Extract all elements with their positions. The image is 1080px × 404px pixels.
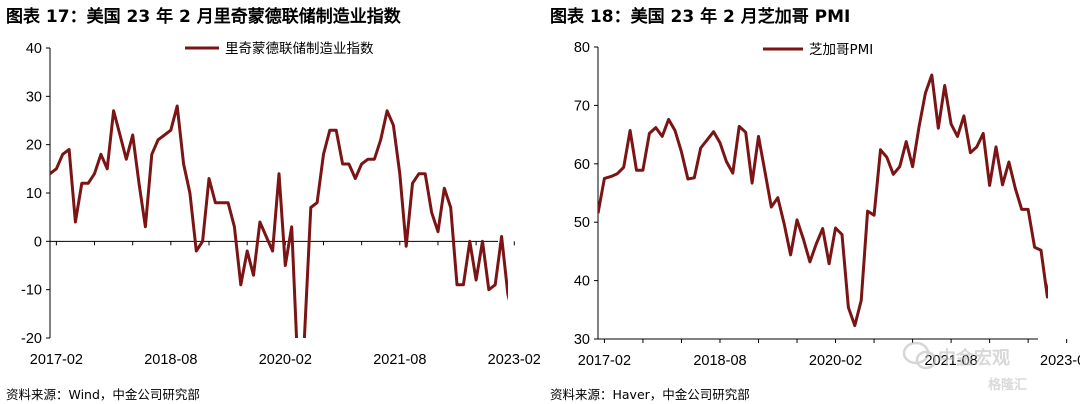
right-y-tick-label: 60 xyxy=(574,157,590,173)
left-y-tick-label: -20 xyxy=(21,331,42,347)
right-series-line xyxy=(598,73,1048,328)
right-y-tick-label: 40 xyxy=(574,274,590,290)
left-y-tick-label: 10 xyxy=(26,186,42,202)
left-y-tick-label: -10 xyxy=(21,283,42,299)
left-legend-label: 里奇蒙德联储制造业指数 xyxy=(225,40,374,57)
right-x-tick-label: 2018-08 xyxy=(693,353,746,369)
right-x-tick-label: 2021-08 xyxy=(924,353,977,369)
left-x-tick-label: 2021-08 xyxy=(373,352,426,368)
right-y-tick-label: 80 xyxy=(574,40,590,56)
watermark-text: 中金宏观 xyxy=(938,348,1010,369)
left-series-line xyxy=(50,104,508,338)
watermark-subtext: 格隆汇 xyxy=(988,378,1028,393)
left-y-tick-label: 30 xyxy=(26,89,42,105)
left-y-tick-label: 0 xyxy=(34,234,42,250)
right-x-tick-label: 2023-02 xyxy=(1040,353,1080,369)
left-x-tick-label: 2023-02 xyxy=(488,352,541,368)
right-legend-label: 芝加哥PMI xyxy=(809,42,873,58)
left-line-chart: 40 30 20 10 0 -10 -20 2017-02 2018-08 2020-02 2021… xyxy=(21,40,541,368)
right-y-tick-label: 50 xyxy=(574,215,590,231)
right-y-tick-label: 70 xyxy=(574,98,590,114)
right-x-tick-label: 2020-02 xyxy=(809,353,862,369)
watermark-logo: 中金宏观 格隆汇 xyxy=(900,330,1070,400)
right-y-tick-label: 30 xyxy=(574,332,590,348)
left-x-tick-label: 2017-02 xyxy=(30,352,83,368)
right-line-chart: 80 70 60 50 40 30 2017-02 2018-08 2020-02 2021-08… xyxy=(574,40,1080,369)
right-chart-source: 资料来源：Haver，中金公司研究部 xyxy=(550,387,750,402)
wechat-icon xyxy=(902,341,937,370)
left-chart-title: 图表 17：美国 23 年 2 月里奇蒙德联储制造业指数 xyxy=(6,7,401,27)
left-x-tick-label: 2020-02 xyxy=(259,352,312,368)
right-chart-panel: 图表 18：美国 23 年 2 月芝加哥 PMI 80 70 60 50 40 30 201… xyxy=(544,0,1080,404)
left-x-tick-label: 2018-08 xyxy=(144,352,197,368)
left-chart-source: 资料来源：Wind，中金公司研究部 xyxy=(6,387,200,402)
right-chart-title: 图表 18：美国 23 年 2 月芝加哥 PMI xyxy=(550,7,851,27)
left-y-tick-label: 40 xyxy=(26,41,42,57)
right-x-tick-label: 2017-02 xyxy=(578,353,631,369)
left-chart-panel: 图表 17：美国 23 年 2 月里奇蒙德联储制造业指数 40 30 20 10 0 -1… xyxy=(6,7,541,402)
left-y-tick-label: 20 xyxy=(26,138,42,154)
